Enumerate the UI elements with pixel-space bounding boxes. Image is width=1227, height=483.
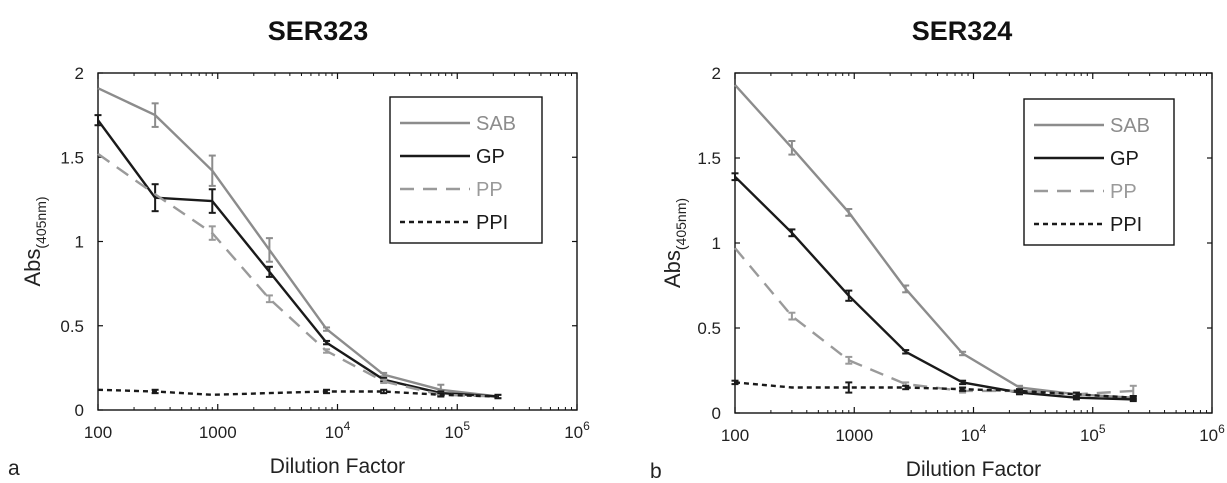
x-tick-label: 105 (1080, 422, 1106, 445)
legend-label-pp: PP (476, 179, 503, 201)
error-bar-ppi (902, 384, 910, 391)
error-bar-gp (845, 289, 853, 302)
y-axis-label-subscript: (405nm) (33, 196, 49, 248)
error-bar-ppi (437, 392, 445, 398)
error-bar-ppi (845, 381, 853, 394)
legend-label-ppi: PPI (476, 212, 508, 234)
error-bar-ppi (1072, 391, 1080, 397)
series-line-sab (734, 84, 1134, 399)
x-tick-label: 100 (84, 423, 112, 442)
y-tick-label: 0 (75, 401, 84, 420)
panel-label: b (650, 460, 662, 483)
x-tick-label: 106 (1199, 422, 1225, 445)
x-tick-label: 106 (564, 419, 590, 442)
error-bar-pp (845, 355, 853, 365)
legend-label-ppi: PPI (1110, 214, 1142, 236)
series-line-ppi (734, 381, 1134, 399)
error-bar-ppi (959, 386, 967, 392)
panel-label: a (8, 457, 20, 480)
error-bar-ppi (323, 388, 331, 395)
y-axis-label: Abs(405nm) (20, 196, 49, 286)
error-bar-ppi (1129, 395, 1137, 401)
x-tick-label: 100 (721, 426, 749, 445)
error-bar-sab (959, 350, 967, 357)
error-bar-sab (151, 102, 159, 128)
x-tick-label: 104 (961, 422, 987, 445)
x-tick-label: 105 (444, 419, 470, 442)
error-bar-sab (845, 208, 853, 217)
series-line-gp (734, 175, 1134, 401)
x-tick-label: 1000 (835, 426, 873, 445)
legend-box (389, 96, 543, 244)
error-bar-sab (380, 371, 388, 378)
error-bar-sab (902, 284, 910, 294)
legend-label-gp: GP (1110, 148, 1139, 170)
error-bar-sab (208, 154, 216, 187)
y-tick-label: 0 (712, 404, 721, 423)
y-axis-label: Abs(405nm) (660, 198, 689, 288)
legend-label-pp: PP (1110, 181, 1137, 203)
y-axis-label-main: Abs (20, 249, 45, 287)
error-bar-ppi (1015, 388, 1023, 394)
x-axis-label: Dilution Factor (270, 455, 405, 478)
y-tick-label: 1.5 (697, 149, 721, 168)
error-bar-pp (788, 311, 796, 321)
x-tick-label: 1000 (199, 423, 237, 442)
chart-title: SER324 (912, 16, 1013, 46)
error-bar-gp (788, 228, 796, 238)
y-axis-label-subscript: (405nm) (673, 198, 689, 250)
error-bar-ppi (151, 388, 159, 395)
y-tick-label: 1 (75, 233, 84, 252)
series-line-pp (734, 247, 1134, 396)
legend-label-sab: SAB (476, 113, 516, 135)
y-tick-label: 1.5 (60, 148, 84, 167)
series-line-ppi (97, 388, 498, 398)
error-bar-gp (959, 379, 967, 386)
error-bar-ppi (380, 388, 388, 395)
error-bar-gp (902, 349, 910, 355)
series-line-sab (97, 87, 499, 398)
y-tick-label: 2 (712, 64, 721, 83)
error-bar-gp (323, 339, 331, 346)
x-axis-label: Dilution Factor (906, 458, 1041, 481)
chart-panel-a: SER323 0 0.5 1 1.5 2 100 1000 104 105 106 Dilution … (8, 16, 590, 480)
error-bar-gp (208, 188, 216, 214)
chart-panel-b: SER324 0 0.5 1 1.5 2 100 1000 104 105 106 Dilution … (650, 16, 1225, 483)
y-axis-label-main: Abs (660, 250, 685, 288)
error-bar-sab (265, 237, 273, 263)
error-bar-sab (323, 326, 331, 332)
x-tick-label: 104 (325, 419, 351, 442)
series-line-pp (97, 152, 498, 398)
error-bar-sab (788, 140, 796, 156)
error-bar-pp (208, 225, 216, 241)
error-bar-pp (323, 348, 331, 354)
y-tick-label: 2 (75, 64, 84, 83)
error-bar-pp (265, 294, 273, 304)
error-bar-gp (94, 114, 102, 127)
error-bar-gp (151, 183, 159, 213)
series-line-gp (97, 119, 498, 398)
y-tick-label: 0.5 (697, 319, 721, 338)
error-bar-gp (731, 172, 739, 182)
chart-title: SER323 (268, 16, 369, 46)
error-bar-ppi (731, 379, 739, 386)
error-bar-gp (265, 265, 273, 278)
legend-box (1023, 98, 1175, 246)
error-bar-pp (380, 378, 388, 385)
y-tick-label: 1 (712, 234, 721, 253)
legend-label-gp: GP (476, 146, 505, 168)
legend-label-sab: SAB (1110, 115, 1150, 137)
y-tick-label: 0.5 (60, 317, 84, 336)
